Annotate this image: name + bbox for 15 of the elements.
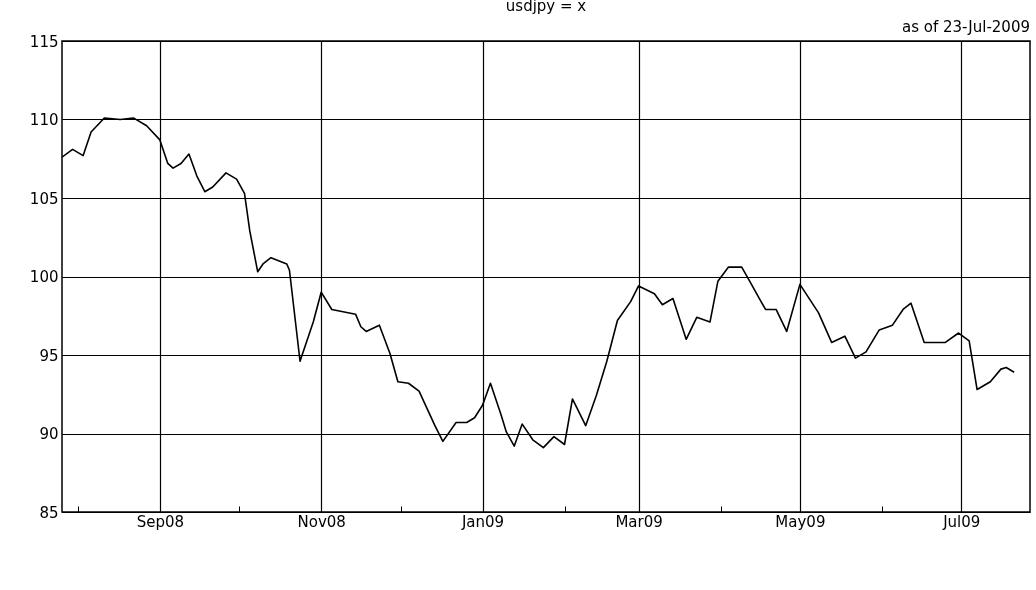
y-tick-label: 90 bbox=[39, 425, 59, 443]
x-tick-label: May09 bbox=[775, 512, 826, 531]
x-tick-label: Sep08 bbox=[136, 512, 185, 531]
y-tick-label: 95 bbox=[39, 346, 59, 365]
text: as of 23-Jul-2009 bbox=[901, 18, 1030, 36]
x-tick-label: Nov08 bbox=[297, 512, 346, 531]
x-tick-label: Jul09 bbox=[942, 512, 981, 531]
y-tick-label: 100 bbox=[29, 268, 59, 286]
x-tick-label: Jan09 bbox=[460, 512, 505, 531]
y-tick-label: 110 bbox=[29, 111, 59, 129]
y-tick-label: 105 bbox=[29, 189, 59, 208]
x-tick-label: Mar09 bbox=[615, 512, 663, 531]
y-tick-label: 115 bbox=[29, 32, 59, 51]
chart-title: usdjpy = x bbox=[505, 0, 587, 15]
y-tick-label: 85 bbox=[39, 503, 59, 522]
